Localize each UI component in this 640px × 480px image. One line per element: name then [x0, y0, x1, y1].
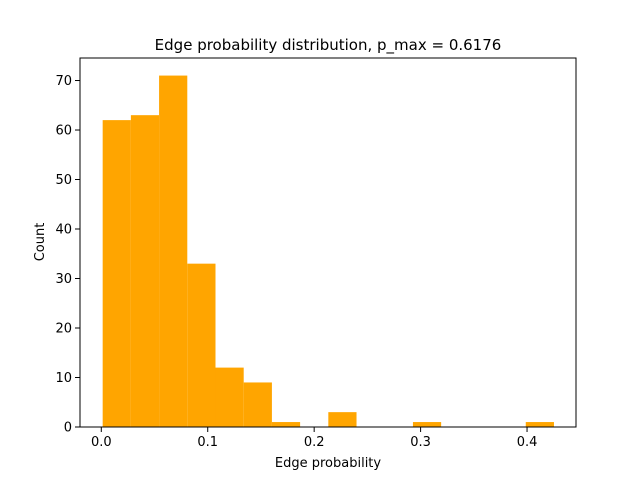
histogram-bar: [187, 263, 216, 427]
histogram-bar: [412, 422, 442, 427]
x-tick-label: 0.4: [517, 435, 538, 450]
histogram-bar: [102, 120, 131, 427]
x-tick-label: 0.2: [304, 435, 325, 450]
x-axis: 0.0 0.1 0.2 0.3 0.4: [91, 427, 537, 450]
y-tick-label: 10: [55, 371, 72, 386]
y-tick-label: 30: [55, 272, 72, 287]
y-axis: 0 10 20 30 40 50 60 70: [55, 74, 80, 436]
x-tick-label: 0.0: [91, 435, 112, 450]
histogram-bar: [243, 382, 272, 427]
x-tick-label: 0.3: [410, 435, 431, 450]
bars-layer: [102, 75, 554, 428]
y-tick-label: 50: [55, 173, 72, 188]
histogram-bar: [328, 412, 357, 427]
histogram-bar: [130, 115, 160, 428]
histogram-bar: [271, 422, 301, 427]
y-tick-label: 40: [55, 223, 72, 238]
y-tick-label: 70: [55, 74, 72, 89]
histogram-bar: [215, 367, 244, 427]
chart-title: Edge probability distribution, p_max = 0…: [155, 36, 502, 55]
y-tick-label: 60: [55, 124, 72, 139]
x-axis-label: Edge probability: [275, 456, 382, 471]
y-tick-label: 20: [55, 322, 72, 337]
x-tick-label: 0.1: [197, 435, 218, 450]
histogram-bar: [159, 75, 188, 428]
histogram-bar: [525, 422, 554, 427]
y-tick-label: 0: [64, 421, 72, 436]
plot-frame: [79, 57, 577, 428]
y-axis-label: Count: [33, 223, 48, 262]
